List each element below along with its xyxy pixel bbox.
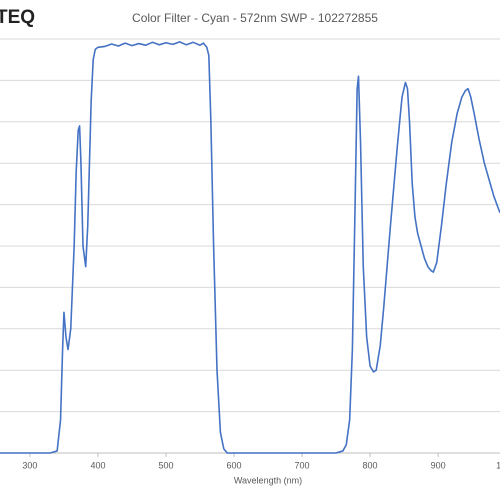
chart-title: Color Filter - Cyan - 572nm SWP - 102272… <box>132 11 378 25</box>
x-tick-label: 400 <box>90 460 105 470</box>
x-tick-label: 500 <box>158 460 173 470</box>
data-line <box>0 41 500 454</box>
x-tick-label: 1000 <box>496 460 500 470</box>
x-tick-label: 700 <box>295 460 310 470</box>
x-tick-label: 900 <box>431 460 446 470</box>
logo: TEQ <box>0 7 35 28</box>
x-tick-label: 800 <box>363 460 378 470</box>
x-tick-label: 600 <box>226 460 241 470</box>
x-tick-label: 300 <box>22 460 37 470</box>
x-axis-label: Wavelength (nm) <box>234 475 302 485</box>
